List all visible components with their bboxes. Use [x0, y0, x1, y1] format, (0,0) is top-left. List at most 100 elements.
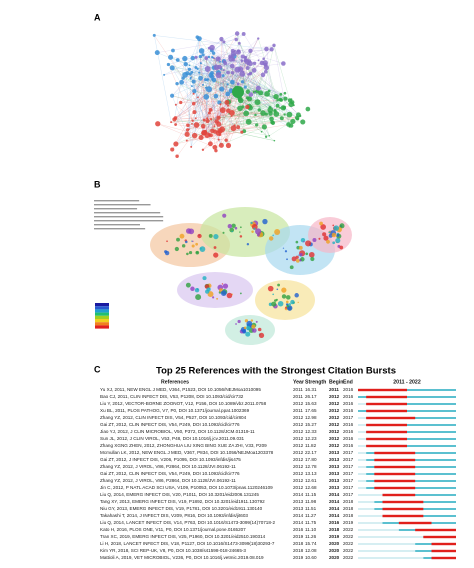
node — [298, 254, 300, 256]
node — [270, 120, 275, 125]
edge — [175, 69, 241, 119]
edge — [219, 60, 242, 68]
edge — [218, 58, 267, 68]
timeline-base — [358, 515, 383, 517]
node — [163, 73, 166, 76]
reference: Gai ZT, 2012, CLIN INFECT DIS, V54, P249… — [100, 422, 240, 427]
node — [278, 97, 283, 102]
burst-bar — [366, 430, 407, 434]
edge — [223, 41, 249, 122]
timeline-base — [358, 550, 416, 552]
node — [164, 250, 168, 254]
edge — [199, 38, 204, 128]
node — [285, 295, 291, 300]
end: 2018 — [343, 506, 354, 511]
node — [230, 50, 237, 57]
begin: 2020 — [329, 541, 340, 546]
node — [339, 223, 345, 229]
legend-line — [94, 224, 140, 226]
node — [203, 78, 207, 82]
year: 2013 — [293, 499, 304, 504]
node — [208, 133, 212, 137]
burst-bar — [366, 409, 407, 413]
node — [224, 99, 230, 105]
node — [250, 319, 254, 322]
node — [335, 237, 341, 244]
node — [247, 59, 252, 64]
panel-label: C — [94, 364, 101, 374]
node — [225, 142, 232, 149]
node — [170, 93, 175, 98]
node — [198, 75, 204, 81]
year: 2012 — [293, 401, 304, 406]
node — [221, 283, 224, 285]
begin: 2020 — [329, 548, 340, 553]
node — [268, 111, 273, 116]
node — [222, 40, 226, 44]
edge — [175, 117, 188, 135]
reference: Bao CJ, 2011, CLIN INFECT DIS, V53, P120… — [100, 394, 244, 399]
timeline-base — [358, 543, 416, 545]
node — [236, 82, 240, 86]
edge — [207, 79, 222, 90]
edge — [205, 38, 259, 132]
panel-label: A — [94, 12, 101, 22]
burst-bar — [366, 395, 407, 399]
node — [226, 70, 230, 75]
node — [197, 233, 202, 239]
legend-line — [94, 208, 138, 210]
node — [332, 224, 335, 227]
node — [187, 67, 192, 71]
end: 2022 — [343, 527, 354, 532]
node — [287, 98, 292, 103]
node — [179, 233, 185, 239]
year: 2019 — [293, 555, 304, 560]
node — [192, 92, 195, 95]
edge — [249, 106, 271, 108]
edge — [205, 87, 208, 119]
node — [273, 93, 279, 100]
edge — [195, 57, 211, 76]
end: 2016 — [343, 422, 354, 427]
node — [339, 245, 344, 250]
node — [239, 226, 242, 229]
node — [299, 259, 302, 262]
node — [213, 57, 216, 60]
edge — [193, 57, 213, 94]
edge — [188, 77, 192, 130]
strength: 11.15 — [305, 492, 317, 497]
end: 2017 — [343, 485, 354, 490]
burst-bar — [366, 444, 407, 448]
end: 2016 — [343, 401, 354, 406]
burst-bar — [374, 486, 416, 490]
node — [237, 97, 244, 104]
edge — [233, 53, 258, 92]
edge — [175, 117, 298, 145]
begin: 2012 — [329, 401, 340, 406]
node — [198, 48, 205, 54]
edge — [238, 83, 285, 94]
edge — [168, 64, 193, 121]
node — [245, 66, 250, 70]
strength: 13.13 — [305, 471, 317, 476]
node — [185, 282, 191, 288]
burst-bar — [358, 388, 407, 392]
node — [257, 37, 260, 40]
node — [245, 331, 251, 337]
strength: 15.63 — [305, 401, 317, 406]
edge — [172, 95, 247, 114]
end: 2022 — [343, 541, 354, 546]
reference: Liu Q, 2014, EMERG INFECT DIS, V20, P101… — [100, 492, 259, 497]
year: 2012 — [293, 422, 304, 427]
edge — [254, 70, 299, 115]
node — [240, 130, 244, 134]
edge — [203, 64, 266, 134]
year: 2012 — [293, 450, 304, 455]
begin: 2013 — [329, 471, 340, 476]
node — [196, 67, 199, 71]
node — [188, 228, 195, 235]
node — [290, 299, 295, 305]
node — [222, 69, 225, 72]
timeline-base — [358, 424, 367, 426]
begin: 2012 — [329, 429, 340, 434]
